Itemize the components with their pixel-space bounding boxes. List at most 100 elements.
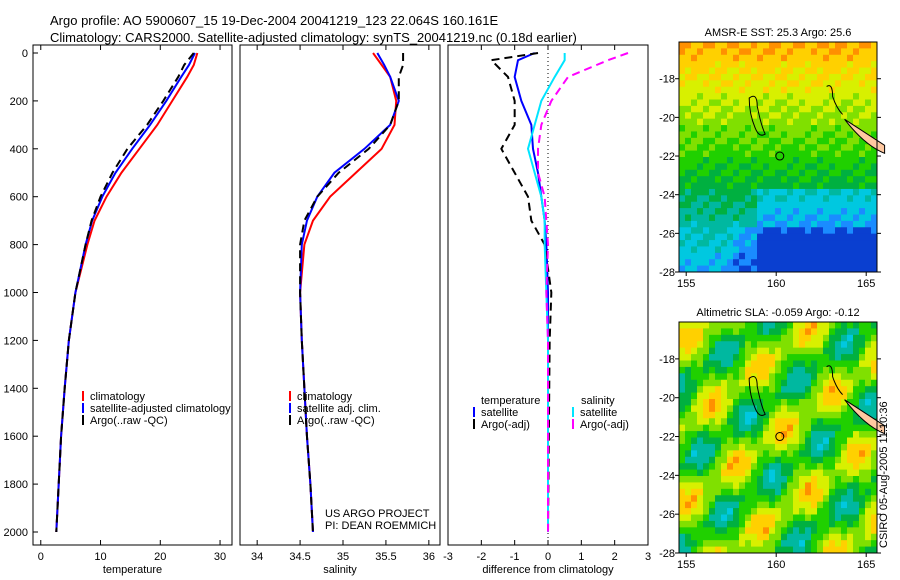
- map-cell: [691, 341, 698, 349]
- map-cell: [703, 386, 710, 394]
- map-cell: [817, 137, 824, 145]
- map-cell: [871, 201, 878, 209]
- map-cell: [763, 520, 770, 528]
- map-cell: [793, 520, 800, 528]
- map-cell: [757, 208, 764, 215]
- map-cell: [817, 463, 824, 471]
- map-cell: [787, 495, 794, 503]
- map-cell: [823, 514, 830, 522]
- map-cell: [811, 42, 818, 49]
- map-cell: [709, 67, 716, 75]
- map-cell: [769, 265, 776, 273]
- map-cell: [733, 334, 740, 342]
- map-cell: [799, 246, 806, 254]
- map-cell: [763, 424, 770, 432]
- map-cell: [733, 405, 740, 413]
- map-cell: [817, 265, 824, 273]
- map-cell: [739, 265, 746, 273]
- map-cell: [685, 463, 692, 471]
- map-cell: [799, 80, 806, 88]
- map-cell: [841, 514, 848, 522]
- map-cell: [745, 67, 752, 75]
- map-cell: [835, 246, 842, 254]
- map-cell: [805, 42, 812, 49]
- map-cell: [817, 86, 824, 94]
- map-cell: [835, 424, 842, 432]
- map-cell: [829, 463, 836, 471]
- map-cell: [817, 488, 824, 496]
- map-cell: [871, 463, 878, 471]
- map-cell: [775, 265, 782, 273]
- map-cell: [835, 437, 842, 445]
- map-cell: [775, 450, 782, 458]
- map-cell: [709, 118, 716, 126]
- map-cell: [775, 328, 782, 336]
- map-cell: [799, 546, 806, 554]
- map-cell: [853, 252, 860, 260]
- map-cell: [715, 201, 722, 209]
- map-cell: [847, 93, 854, 100]
- map-cell: [703, 233, 710, 241]
- map-cell: [817, 527, 824, 535]
- map-cell: [739, 360, 746, 368]
- map-cell: [829, 169, 836, 177]
- map-cell: [763, 443, 770, 451]
- map-cell: [739, 201, 746, 209]
- map-cell: [775, 482, 782, 490]
- legend-label: satellite adj. clim.: [297, 403, 381, 415]
- map-cell: [691, 405, 698, 413]
- map-cell: [847, 208, 854, 215]
- map-cell: [769, 533, 776, 541]
- map-cell: [691, 520, 698, 528]
- map-cell: [811, 405, 818, 413]
- map-cell: [823, 322, 830, 329]
- map-cell: [679, 411, 686, 419]
- map-cell: [703, 443, 710, 451]
- map-cell: [727, 169, 734, 177]
- map-cell: [727, 347, 734, 355]
- map-cell: [757, 163, 764, 171]
- map-cell: [823, 508, 830, 515]
- map-cell: [787, 360, 794, 368]
- map-cell: [721, 163, 728, 171]
- map-cell: [745, 379, 752, 387]
- map-cell: [721, 354, 728, 361]
- map-cell: [727, 533, 734, 541]
- map-cell: [745, 411, 752, 419]
- map-cell: [853, 265, 860, 273]
- map-cell: [685, 54, 692, 62]
- map-cell: [811, 424, 818, 432]
- map-cell: [685, 86, 692, 94]
- map-cell: [781, 347, 788, 355]
- map-cell: [865, 508, 872, 515]
- map-cell: [733, 341, 740, 349]
- x-axis-label: salinity: [323, 564, 357, 576]
- map-cell: [757, 334, 764, 342]
- map-cell: [853, 431, 860, 438]
- map-cell: [709, 418, 716, 426]
- map-cell: [703, 86, 710, 94]
- y-tick-label: 1000: [4, 288, 28, 300]
- map-cell: [739, 67, 746, 75]
- map-cell: [769, 527, 776, 535]
- map-cell: [727, 131, 734, 139]
- map-cell: [745, 476, 752, 483]
- map-cell: [817, 208, 824, 215]
- map-cell: [733, 431, 740, 438]
- map-cell: [865, 54, 872, 62]
- map-cell: [793, 540, 800, 548]
- map-cell: [685, 80, 692, 88]
- map-cell: [799, 220, 806, 228]
- map-cell: [733, 533, 740, 541]
- map-cell: [817, 495, 824, 503]
- map-cell: [853, 233, 860, 241]
- map-cell: [685, 93, 692, 100]
- map-cell: [757, 546, 764, 554]
- map-cell: [733, 169, 740, 177]
- map-cell: [793, 182, 800, 190]
- map-cell: [823, 424, 830, 432]
- map-cell: [727, 360, 734, 368]
- map-cell: [769, 450, 776, 458]
- map-cell: [769, 373, 776, 381]
- map-cell: [757, 99, 764, 107]
